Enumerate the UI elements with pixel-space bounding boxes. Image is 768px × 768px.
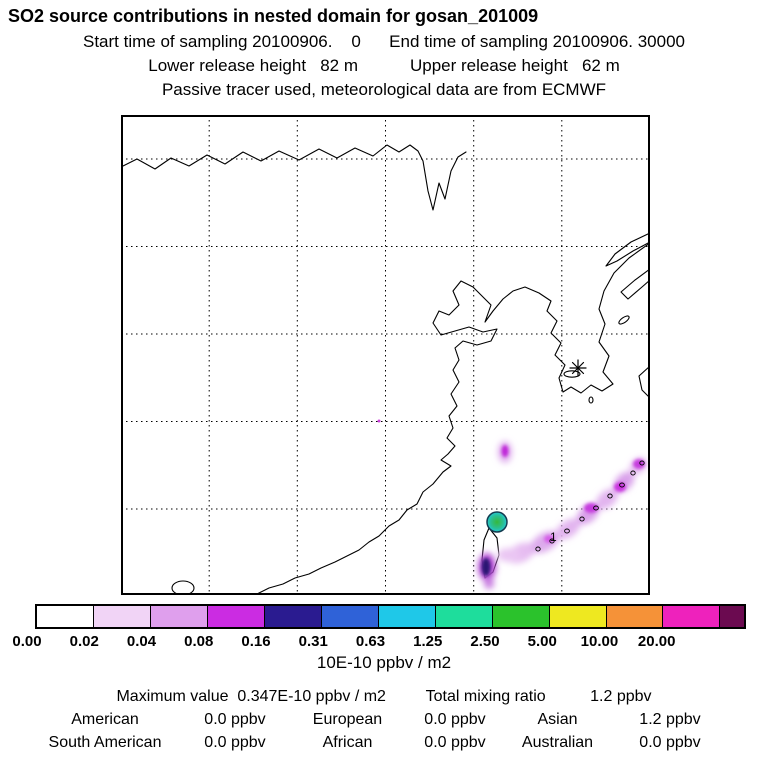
coastlines	[121, 144, 650, 595]
japan-island-b	[620, 268, 650, 300]
colorbar-segment	[434, 606, 492, 627]
colorbar-tick-label: 1.25	[413, 633, 443, 650]
release-height-line: Lower release height 82 m Upper release …	[148, 56, 620, 75]
sampling-time-line: Start time of sampling 20100906. 0 End t…	[83, 32, 685, 51]
map-frame	[121, 115, 650, 595]
japan-island-a	[605, 232, 650, 267]
stats-table: American 0.0 ppbv European 0.0 ppbv Asian 1.2…	[30, 711, 740, 757]
kyushu-island	[638, 365, 650, 399]
colorbar-tick-label: 10.00	[580, 633, 619, 650]
colorbar-units-label: 10E-10 ppbv / m2	[316, 653, 452, 672]
stats-cell: 0.0 ppbv	[639, 734, 701, 751]
receptor-asterisk-icon	[569, 359, 587, 377]
colorbar-tick-label: 2.50	[470, 633, 500, 650]
map-plot: 1	[121, 115, 650, 595]
colorbar-segment	[263, 606, 321, 627]
colorbar-tick-label: 0.08	[184, 633, 214, 650]
colorbar-segment	[377, 606, 435, 627]
stats-cell: 1.2 ppbv	[639, 711, 701, 728]
tsushima-island	[588, 396, 594, 404]
colorbar-tick-label: 0.00	[12, 633, 42, 650]
colorbar-tick-label: 0.04	[126, 633, 157, 650]
colorbar-segment	[320, 606, 378, 627]
ryukyu-islands	[535, 460, 645, 552]
colorbar-segment	[719, 606, 744, 627]
tracer-info-line: Passive tracer used, meteorological data…	[161, 80, 607, 99]
colorbar-segment	[605, 606, 663, 627]
plume-layer	[377, 419, 647, 589]
colorbar-segment	[548, 606, 606, 627]
stats-cell: 0.0 ppbv	[424, 711, 486, 728]
colorbar-segment	[92, 606, 150, 627]
colorbar-segment	[491, 606, 549, 627]
stats-cell: Australian	[521, 734, 594, 751]
northern-border-line	[121, 144, 467, 211]
stats-row: American 0.0 ppbv European 0.0 ppbv Asian 1.2…	[30, 711, 740, 734]
jeju-island	[563, 370, 581, 378]
colorbar-segment	[149, 606, 207, 627]
colorbar-tick-label: 0.16	[241, 633, 271, 650]
japan-small-island	[618, 315, 630, 325]
stats-cell: American	[71, 711, 139, 728]
colorbar-tick-label: 0.63	[355, 633, 386, 650]
colorbar-tick-label: 5.00	[527, 633, 557, 650]
colorbar-segment	[206, 606, 264, 627]
stats-cell: Asian	[537, 711, 578, 728]
grid-lines	[121, 115, 650, 595]
stats-cell: 0.0 ppbv	[204, 711, 266, 728]
stats-cell: 0.0 ppbv	[424, 734, 486, 751]
colorbar-tick-label: 0.31	[298, 633, 328, 650]
colorbar-tick-label: 20.00	[637, 633, 676, 650]
stats-cell: European	[312, 711, 383, 728]
colorbar-tick-label: 0.02	[69, 633, 99, 650]
contour-label: 1	[550, 530, 557, 544]
china-korea-coastline	[250, 242, 650, 595]
stats-row: South American 0.0 ppbv African 0.0 ppbv Aus…	[30, 734, 740, 757]
stats-cell: African	[322, 734, 373, 751]
colorbar	[35, 604, 746, 629]
source-circle-marker	[486, 511, 508, 533]
map-panel: 1	[121, 115, 650, 595]
colorbar-segment	[662, 606, 720, 627]
hainan-island	[171, 580, 195, 595]
summary-stats-line: Maximum value 0.347E-10 ppbv / m2 Total …	[116, 688, 652, 705]
plot-title: SO2 source contributions in nested domai…	[8, 6, 539, 26]
colorbar-segment	[37, 606, 93, 627]
stats-cell: South American	[48, 734, 162, 751]
colorbar-ticks: 0.00 0.02 0.04 0.08 0.16 0.31 0.63 1.25 2.50 5.00…	[0, 633, 768, 651]
plume-speck	[377, 419, 381, 423]
stats-cell: 0.0 ppbv	[204, 734, 266, 751]
